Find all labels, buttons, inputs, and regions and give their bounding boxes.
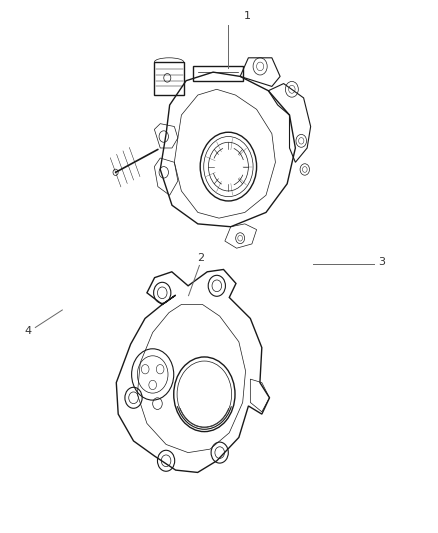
- Text: 2: 2: [197, 253, 204, 263]
- Text: 1: 1: [244, 11, 251, 21]
- Text: 4: 4: [25, 326, 32, 336]
- Text: 3: 3: [378, 257, 385, 267]
